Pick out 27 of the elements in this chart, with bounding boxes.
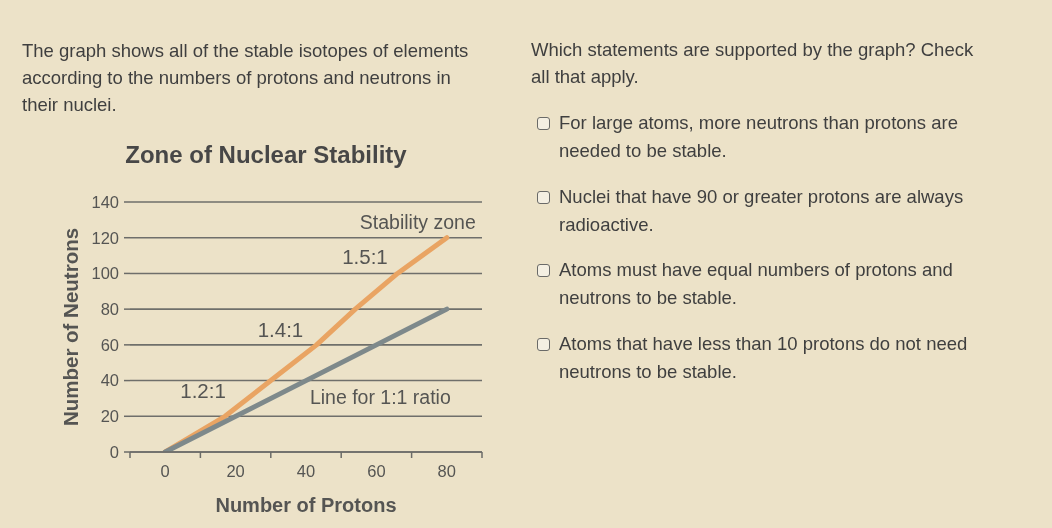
y-tick-label: 40 (100, 371, 119, 390)
x-tick-label: 80 (437, 462, 456, 480)
text: Atoms that have less than 10 protons do not need neutrons to be stable. (559, 331, 969, 384)
chart-title: Zone of Nuclear Stability (124, 141, 408, 169)
y-tick-label: 100 (91, 264, 119, 283)
text: Atoms must have equal numbers of protons and neutrons to be stable. (559, 258, 954, 310)
annotation: 1.5:1 (342, 244, 388, 268)
text: The graph shows all of the stable isotopes of elements according to the numbers of protons and neutrons in their nuclei. (22, 39, 470, 117)
annotation: 1.4:1 (257, 318, 304, 342)
x-tick-label: 40 (296, 462, 316, 480)
x-tick-label: 20 (226, 462, 245, 480)
text: For large atoms, more neutrons than protons are needed to be stable. (559, 111, 959, 163)
y-tick-label: 80 (100, 300, 119, 318)
y-axis-title: Number of Neutrons (58, 227, 82, 427)
series-label: Line for 1:1 ratio (309, 385, 451, 408)
y-tick-label: 60 (100, 335, 119, 354)
text: Which statements are supported by the graph? Check all that apply. (531, 38, 975, 89)
x-axis-title: Number of Protons (215, 494, 397, 516)
text: Nuclei that have 90 or greater protons are always radioactive. (559, 184, 965, 237)
x-tick-label: 0 (160, 462, 170, 480)
y-tick-label: 20 (100, 407, 119, 426)
x-tick-label: 60 (367, 462, 386, 480)
y-tick-label: 0 (109, 442, 119, 461)
y-tick-label: 140 (91, 192, 119, 211)
series-label: Stability zone (359, 210, 476, 233)
y-tick-label: 120 (91, 228, 119, 247)
annotation: 1.2:1 (180, 378, 226, 402)
